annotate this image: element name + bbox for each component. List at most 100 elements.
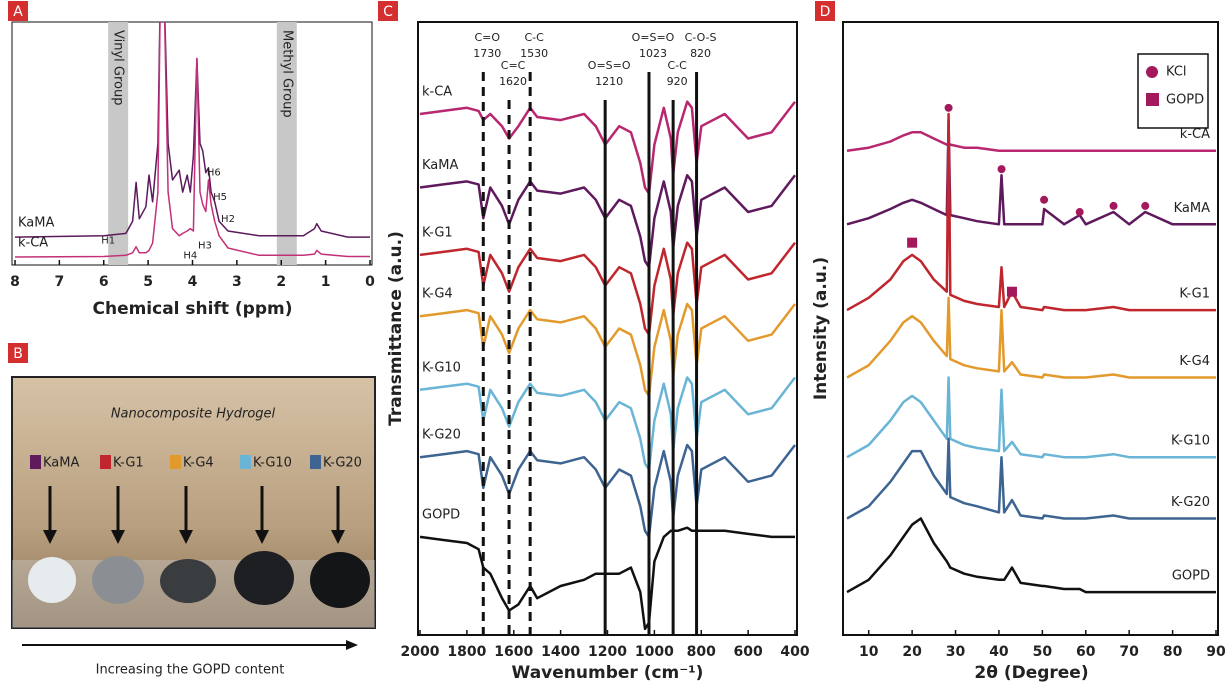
- x-tick-label: 600: [734, 644, 763, 660]
- series-line: [846, 118, 1216, 226]
- plot-area: [14, 22, 370, 265]
- sample-swatch: [170, 455, 181, 469]
- series-line: [846, 112, 1216, 312]
- photo-title: Nanocomposite Hydrogel: [111, 407, 276, 422]
- x-tick-label: 400: [780, 644, 809, 660]
- arrow-heads: [43, 530, 345, 544]
- x-tick-label: 4: [188, 274, 198, 290]
- y-axis-title: Transmittance (a.u.): [386, 231, 406, 426]
- plot-frame: [11, 21, 373, 266]
- panel-label-box: [815, 1, 835, 21]
- reference-label: C-O-S: [685, 31, 717, 44]
- series-line: [14, 22, 370, 238]
- peak-label: H3: [198, 241, 212, 252]
- x-tick-label: 1400: [541, 644, 580, 660]
- reference-value: 1023: [639, 47, 667, 60]
- series-line: [419, 174, 796, 269]
- band-label: Vinyl Group: [111, 30, 126, 105]
- series-label: K-G1: [1179, 287, 1210, 302]
- series-label: K-G10: [422, 360, 461, 375]
- panel-label-box: [378, 1, 398, 21]
- series-line: [846, 517, 1216, 594]
- panel-label: B: [13, 346, 23, 362]
- hydrogel-samples: [28, 551, 370, 608]
- phase-marker: [1075, 208, 1084, 217]
- phase-marker: [907, 237, 918, 248]
- series-line: [419, 376, 796, 471]
- band-label: Methyl Group: [279, 30, 294, 118]
- sample-label: K-G1: [113, 456, 144, 471]
- series-label: K-G4: [1179, 354, 1210, 369]
- sample-swatch: [30, 455, 41, 469]
- x-tick-label: 1200: [588, 644, 627, 660]
- panel-label-box: [8, 343, 28, 363]
- x-tick-label: 6: [99, 274, 109, 290]
- photo-caption: Increasing the GOPD content: [96, 663, 285, 678]
- x-axis-title: Chemical shift (ppm): [92, 299, 292, 319]
- series-label: k-CA: [422, 84, 452, 99]
- reference-value: 920: [667, 75, 688, 88]
- x-tick-label: 80: [1163, 644, 1183, 660]
- x-tick-label: 20: [902, 644, 922, 660]
- plot-area: [419, 100, 796, 631]
- series-line: [419, 302, 796, 398]
- x-tick-label: 50: [1033, 644, 1053, 660]
- x-tick-label: 40: [989, 644, 1009, 660]
- reference-label: O=S=O: [588, 59, 631, 72]
- peak-label: H6: [207, 168, 221, 179]
- phase-marker: [944, 103, 953, 112]
- series-label: k-CA: [18, 235, 48, 250]
- x-tick-label: 5: [143, 274, 153, 290]
- x-tick-label: 7: [55, 274, 65, 290]
- panel-label-box: [8, 1, 28, 21]
- sample-label: K-G4: [183, 456, 214, 471]
- series-label: KaMA: [422, 158, 458, 173]
- peak-label: H1: [101, 236, 115, 247]
- peak-label: H5: [213, 192, 227, 203]
- series-label: k-CA: [1180, 127, 1210, 142]
- series-line: [419, 526, 795, 631]
- phase-marker: [1040, 195, 1049, 204]
- x-tick-label: 30: [946, 644, 966, 660]
- legend-box: [1137, 53, 1209, 129]
- trend-arrow-head: [346, 640, 358, 650]
- panel-label: A: [13, 4, 23, 20]
- reference-value: 1210: [595, 75, 623, 88]
- x-tick-label: 10: [859, 644, 879, 660]
- series-line: [14, 22, 370, 258]
- legend-symbol: [1146, 66, 1158, 78]
- reference-value: 1730: [473, 47, 501, 60]
- phase-marker: [1109, 201, 1118, 210]
- shaded-band: [276, 22, 297, 265]
- x-tick-label: 2000: [401, 644, 440, 660]
- series-label: GOPD: [422, 507, 460, 522]
- series-line: [846, 296, 1216, 379]
- series-label: K-G10: [1171, 434, 1210, 449]
- x-tick-label: 1600: [494, 644, 533, 660]
- sample-label: KaMA: [43, 456, 79, 471]
- sample-swatch: [100, 455, 111, 469]
- reference-value: 820: [690, 47, 711, 60]
- series-line: [419, 443, 796, 539]
- reference-value: 1530: [520, 47, 548, 60]
- plot-frame: [417, 21, 798, 636]
- x-tick-label: 1000: [635, 644, 674, 660]
- phase-marker: [997, 165, 1006, 174]
- reference-label: C=C: [501, 59, 526, 72]
- series-line: [419, 100, 796, 195]
- shaded-band: [108, 22, 129, 265]
- series-line: [419, 241, 796, 336]
- phase-marker: [1006, 286, 1017, 297]
- series-label: KaMA: [18, 216, 54, 231]
- x-tick-label: 90: [1206, 644, 1226, 660]
- x-axis-title: 2θ (Degree): [974, 663, 1088, 683]
- panel-label: C: [383, 4, 393, 20]
- plot-area: [846, 112, 1216, 594]
- x-axis-title: Wavenumber (cm⁻¹): [512, 663, 704, 683]
- series-line: [846, 376, 1216, 459]
- sample-label: K-G10: [253, 456, 292, 471]
- y-axis-title: Intensity (a.u.): [811, 257, 831, 400]
- series-label: K-G20: [422, 428, 461, 443]
- phase-marker: [1141, 201, 1150, 210]
